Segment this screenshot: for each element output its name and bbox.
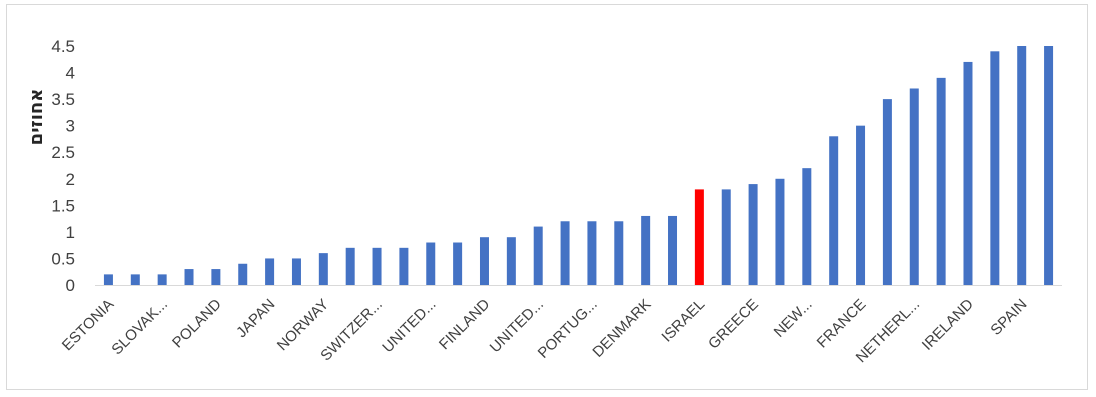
chart-frame bbox=[6, 4, 1088, 390]
y-tick-label: 2.5 bbox=[51, 143, 75, 162]
bar bbox=[641, 215, 651, 285]
y-tick-label: 1.5 bbox=[51, 196, 75, 215]
bar bbox=[211, 269, 221, 285]
bar bbox=[291, 258, 301, 285]
bar bbox=[1017, 46, 1027, 285]
y-tick-label: 2 bbox=[66, 170, 75, 189]
bar bbox=[399, 247, 409, 285]
x-tick-label: FRANCE bbox=[814, 296, 870, 352]
y-tick-labels: 0 0.5 1 1.5 2 2.5 3 3.5 4 4.5 bbox=[51, 37, 75, 295]
bar-highlight bbox=[694, 189, 704, 285]
x-tick-label: IRELAND bbox=[919, 296, 977, 354]
bar bbox=[721, 189, 731, 285]
bar bbox=[668, 215, 678, 285]
y-tick-label: 4 bbox=[66, 64, 75, 83]
bar bbox=[130, 274, 140, 285]
bar bbox=[560, 221, 570, 285]
bar bbox=[345, 247, 355, 285]
y-tick-label: 3.5 bbox=[51, 90, 75, 109]
bar bbox=[453, 242, 463, 285]
bar bbox=[506, 237, 516, 285]
x-tick-label: NEW... bbox=[771, 296, 816, 341]
bar bbox=[587, 221, 597, 285]
bar bbox=[238, 263, 248, 285]
bars bbox=[103, 46, 1054, 286]
x-tick-label: POLAND bbox=[169, 296, 225, 352]
bar bbox=[882, 99, 892, 285]
y-tick-label: 4.5 bbox=[51, 37, 75, 56]
x-tick-label: SPAIN bbox=[987, 296, 1030, 339]
x-tick-label: FINLAND bbox=[436, 296, 494, 354]
bar bbox=[372, 247, 382, 285]
x-tick-label: SLOVAK... bbox=[108, 296, 171, 359]
y-tick-label: 3 bbox=[66, 117, 75, 136]
bar bbox=[318, 253, 328, 285]
bar bbox=[265, 258, 275, 285]
y-tick-label: 1 bbox=[66, 223, 75, 242]
y-tick-label: 0.5 bbox=[51, 249, 75, 268]
y-tick-label: 0 bbox=[66, 276, 75, 295]
bar bbox=[775, 178, 785, 285]
bar bbox=[533, 226, 543, 285]
bar bbox=[856, 125, 866, 286]
bar bbox=[748, 184, 758, 285]
bar bbox=[963, 61, 973, 285]
y-axis-label: אחוזים bbox=[26, 89, 47, 146]
x-tick-label: ISRAEL bbox=[658, 296, 708, 346]
bar bbox=[103, 274, 113, 285]
bar bbox=[157, 274, 167, 285]
x-tick-label: DENMARK bbox=[589, 296, 654, 361]
bar bbox=[426, 242, 436, 285]
bar bbox=[1044, 46, 1054, 285]
bar bbox=[184, 269, 194, 285]
bar bbox=[829, 136, 839, 285]
bar bbox=[990, 51, 1000, 285]
bar bbox=[479, 237, 489, 285]
x-tick-label: UNITED... bbox=[379, 296, 439, 356]
x-tick-label: JAPAN bbox=[233, 296, 278, 341]
x-tick-label: GREECE bbox=[705, 296, 762, 353]
bar bbox=[614, 221, 624, 285]
bar bbox=[936, 77, 946, 285]
bar bbox=[802, 168, 812, 285]
bar bbox=[909, 88, 919, 285]
